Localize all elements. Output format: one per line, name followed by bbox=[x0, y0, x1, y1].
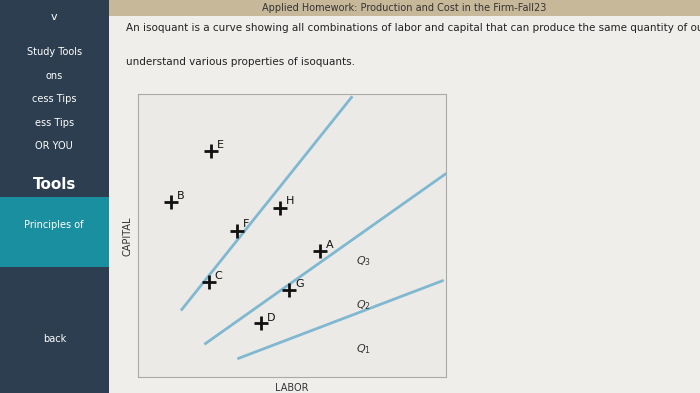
Text: An isoquant is a curve showing all combinations of labor and capital that can pr: An isoquant is a curve showing all combi… bbox=[126, 23, 700, 33]
Text: $Q_2$: $Q_2$ bbox=[356, 298, 370, 312]
Text: cess Tips: cess Tips bbox=[32, 94, 76, 104]
Text: C: C bbox=[215, 271, 223, 281]
Text: H: H bbox=[286, 196, 294, 206]
X-axis label: LABOR: LABOR bbox=[275, 383, 309, 393]
Text: F: F bbox=[243, 219, 249, 230]
Text: Tools: Tools bbox=[33, 177, 76, 192]
Text: back: back bbox=[43, 334, 66, 344]
Text: Applied Homework: Production and Cost in the Firm-Fall23: Applied Homework: Production and Cost in… bbox=[262, 3, 547, 13]
Text: D: D bbox=[267, 313, 275, 323]
Text: ess Tips: ess Tips bbox=[35, 118, 74, 128]
Text: G: G bbox=[295, 279, 304, 289]
FancyBboxPatch shape bbox=[0, 196, 108, 267]
Text: A: A bbox=[326, 240, 334, 250]
Y-axis label: CAPITAL: CAPITAL bbox=[122, 216, 132, 255]
Text: OR YOU: OR YOU bbox=[36, 141, 73, 151]
Text: understand various properties of isoquants.: understand various properties of isoquan… bbox=[126, 57, 355, 67]
Text: $Q_3$: $Q_3$ bbox=[356, 255, 371, 268]
Text: ons: ons bbox=[46, 71, 63, 81]
Text: Study Tools: Study Tools bbox=[27, 47, 82, 57]
Text: Principles of: Principles of bbox=[25, 220, 84, 230]
Text: B: B bbox=[177, 191, 185, 201]
Text: v: v bbox=[51, 12, 57, 22]
Text: $Q_1$: $Q_1$ bbox=[356, 342, 371, 356]
Text: E: E bbox=[217, 140, 224, 150]
